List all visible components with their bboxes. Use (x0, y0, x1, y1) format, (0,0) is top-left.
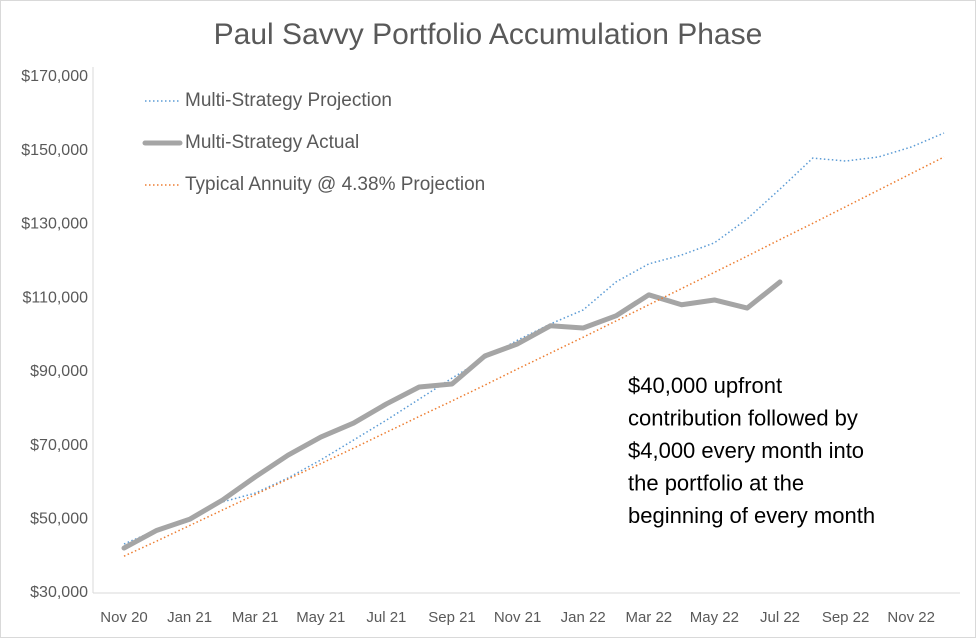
x-tick-label: Nov 22 (887, 609, 935, 626)
legend-label: Multi-Strategy Projection (185, 90, 392, 111)
legend-label: Multi-Strategy Actual (185, 132, 359, 153)
series-line (121, 279, 783, 551)
series-line (123, 132, 945, 545)
y-tick-label: $130,000 (21, 216, 88, 233)
x-tick-label: May 22 (690, 609, 739, 626)
annotation: beginning of every month (628, 503, 875, 528)
y-tick-label: $150,000 (21, 142, 88, 159)
x-tick-label: Sep 22 (822, 609, 870, 626)
legend-label: Typical Annuity @ 4.38% Projection (185, 174, 485, 195)
x-tick-label: Mar 21 (232, 609, 279, 626)
y-tick-label: $70,000 (30, 437, 88, 454)
annotation: contribution followed by (628, 405, 858, 430)
y-tick-label: $170,000 (21, 68, 88, 85)
annotation: $40,000 upfront (628, 373, 782, 398)
x-tick-label: May 21 (296, 609, 345, 626)
x-tick-label: Mar 22 (625, 609, 672, 626)
y-tick-label: $50,000 (30, 511, 88, 528)
y-tick-label: $110,000 (22, 289, 88, 306)
y-tick-label: $90,000 (30, 363, 88, 380)
x-tick-label: Jan 21 (167, 609, 212, 626)
annotation: the portfolio at the (628, 470, 804, 495)
x-tick-label: Nov 21 (494, 609, 542, 626)
x-tick-label: Sep 21 (428, 609, 476, 626)
x-tick-label: Jul 22 (760, 609, 800, 626)
y-tick-label: $30,000 (30, 584, 88, 601)
x-tick-label: Jul 21 (366, 609, 406, 626)
x-tick-label: Jan 22 (561, 609, 606, 626)
annotation: $4,000 every month into (628, 438, 864, 463)
chart-title: Paul Savvy Portfolio Accumulation Phase (214, 18, 763, 51)
x-tick-label: Nov 20 (100, 609, 148, 626)
